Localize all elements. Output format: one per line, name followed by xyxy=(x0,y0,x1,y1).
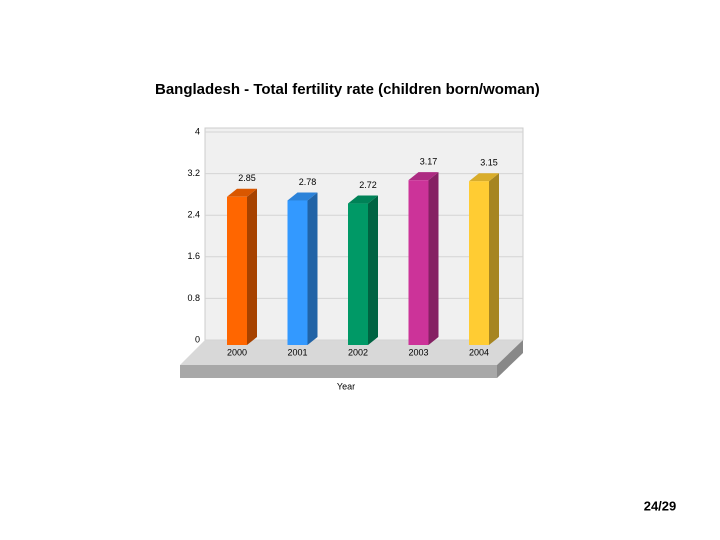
x-tick-label: 2004 xyxy=(469,347,489,357)
data-label: 2.78 xyxy=(299,177,317,187)
y-tick-label: 1.6 xyxy=(187,251,200,261)
y-tick-label: 4 xyxy=(195,126,200,136)
bar-top xyxy=(287,192,318,201)
floor-side xyxy=(497,340,523,378)
bar xyxy=(408,180,429,345)
data-label: 3.15 xyxy=(480,158,498,168)
bar-top xyxy=(408,172,439,181)
x-tick-label: 2003 xyxy=(408,347,428,357)
x-tick-label: 2002 xyxy=(348,347,368,357)
bar-side xyxy=(489,173,499,345)
y-tick-label: 2.4 xyxy=(187,210,200,220)
bar-side xyxy=(368,195,378,345)
bar-side xyxy=(307,192,318,345)
floor-front xyxy=(180,365,497,378)
data-label: 2.72 xyxy=(359,180,377,190)
data-label: 2.85 xyxy=(238,173,256,183)
x-tick-label: 2001 xyxy=(287,347,307,357)
x-axis-label: Year xyxy=(337,381,355,391)
bar xyxy=(287,200,308,345)
chart-title: Bangladesh - Total fertility rate (child… xyxy=(155,81,540,98)
y-tick-label: 3.2 xyxy=(187,168,200,178)
data-label: 3.17 xyxy=(420,157,438,167)
y-tick-label: 0 xyxy=(195,334,200,344)
bar-side xyxy=(428,172,439,345)
floor xyxy=(180,340,523,365)
y-tick-label: 0.8 xyxy=(187,293,200,303)
x-tick-label: 2000 xyxy=(227,347,247,357)
bar-top xyxy=(348,195,378,204)
bar xyxy=(227,196,247,345)
bar xyxy=(348,203,368,345)
bar-top xyxy=(469,173,499,182)
bar-top xyxy=(227,188,257,197)
bar-side xyxy=(247,188,257,345)
bar xyxy=(469,181,489,345)
slide-number: 24/29 xyxy=(644,498,677,513)
